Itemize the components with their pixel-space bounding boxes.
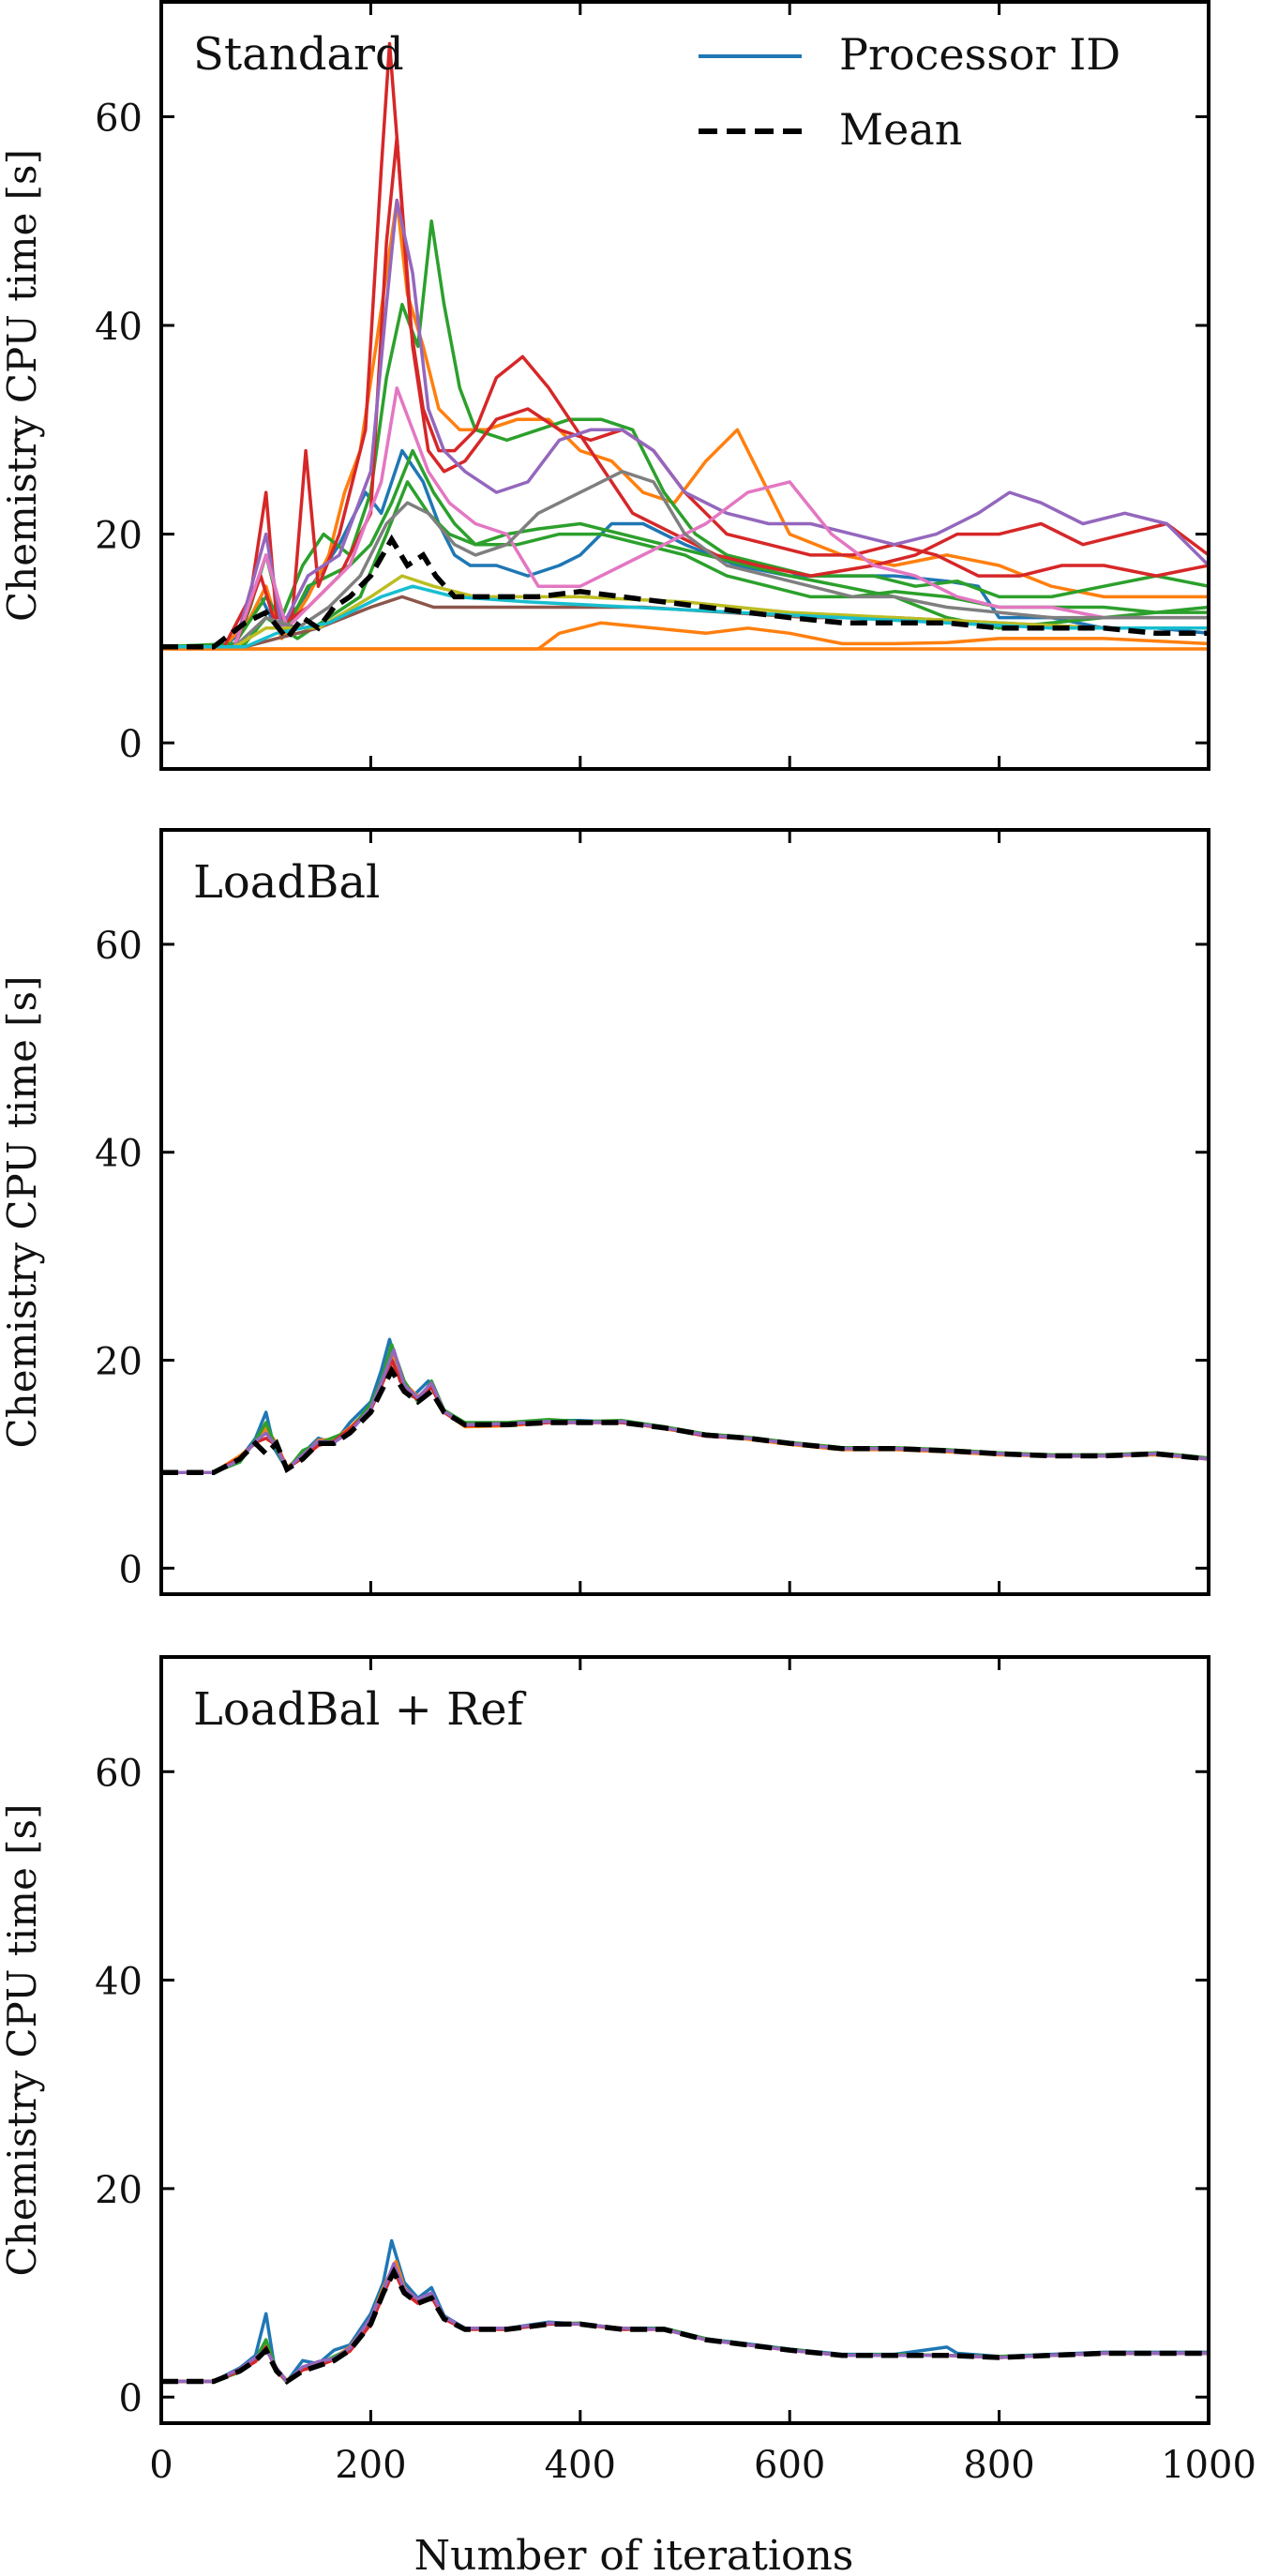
x-tick-label: 200	[335, 2444, 406, 2487]
series-line-3	[161, 1343, 1209, 1475]
y-tick-label: 0	[119, 2377, 143, 2420]
panel-2: 0 20 40 60 Chemistry CPU time [s] LoadBal	[0, 828, 1210, 1596]
series-line-1	[161, 1337, 1209, 1475]
series-line-8	[161, 41, 1209, 649]
series-line-5	[161, 218, 1209, 649]
panel-title: Standard	[193, 28, 404, 81]
legend: Processor ID Mean	[699, 29, 1120, 155]
panel-title: LoadBal + Ref	[193, 1683, 527, 1736]
series-group	[161, 2238, 1209, 2386]
y-axis-label: Chemistry CPU time [s]	[0, 1804, 45, 2277]
y-tick-label: 20	[95, 515, 143, 558]
y-tick-label: 40	[95, 1961, 143, 2004]
y-axis-label: Chemistry CPU time [s]	[0, 149, 45, 622]
y-tick-label: 60	[95, 1752, 143, 1795]
x-tick-label: 400	[545, 2444, 616, 2487]
series-group	[161, 1337, 1209, 1476]
x-axis-label: Number of iterations	[414, 2532, 854, 2576]
y-tick-label: 40	[95, 1133, 143, 1176]
mean-line	[161, 1364, 1209, 1476]
legend-label: Mean	[839, 104, 962, 155]
legend-label: Processor ID	[839, 29, 1120, 80]
y-tick-label: 40	[95, 306, 143, 349]
x-tick-label: 0	[149, 2444, 173, 2487]
series-line-2	[161, 198, 1209, 649]
y-tick-label: 0	[119, 1548, 143, 1591]
series-line-13	[161, 470, 1209, 649]
y-tick-label: 60	[95, 925, 143, 968]
panel-1: 0 20 40 60 Chemistry CPU time [s] Standard Pro…	[0, 0, 1210, 771]
y-tick-label: 20	[95, 2169, 143, 2212]
series-line-12	[161, 386, 1209, 649]
panel-title: LoadBal	[193, 856, 380, 909]
y-tick-label: 20	[95, 1341, 143, 1384]
plot-frame	[159, 0, 1210, 771]
x-tick-label: 800	[963, 2444, 1034, 2487]
x-tick-label: 1000	[1161, 2444, 1256, 2487]
plot-frame	[159, 828, 1210, 1596]
y-axis-label: Chemistry CPU time [s]	[0, 976, 45, 1449]
series-group	[161, 41, 1209, 651]
y-tick-label: 60	[95, 97, 143, 140]
x-tick-label: 600	[754, 2444, 825, 2487]
plot-frame	[159, 1655, 1210, 2425]
mean-line	[161, 534, 1209, 650]
series-line-3	[161, 621, 1209, 651]
y-tick-label: 0	[119, 723, 143, 766]
chart-panels: 0 20 40 60 Chemistry CPU time [s] Standard Pro…	[0, 0, 1256, 2487]
mean-line	[161, 2266, 1209, 2386]
series-line-10	[161, 198, 1209, 649]
